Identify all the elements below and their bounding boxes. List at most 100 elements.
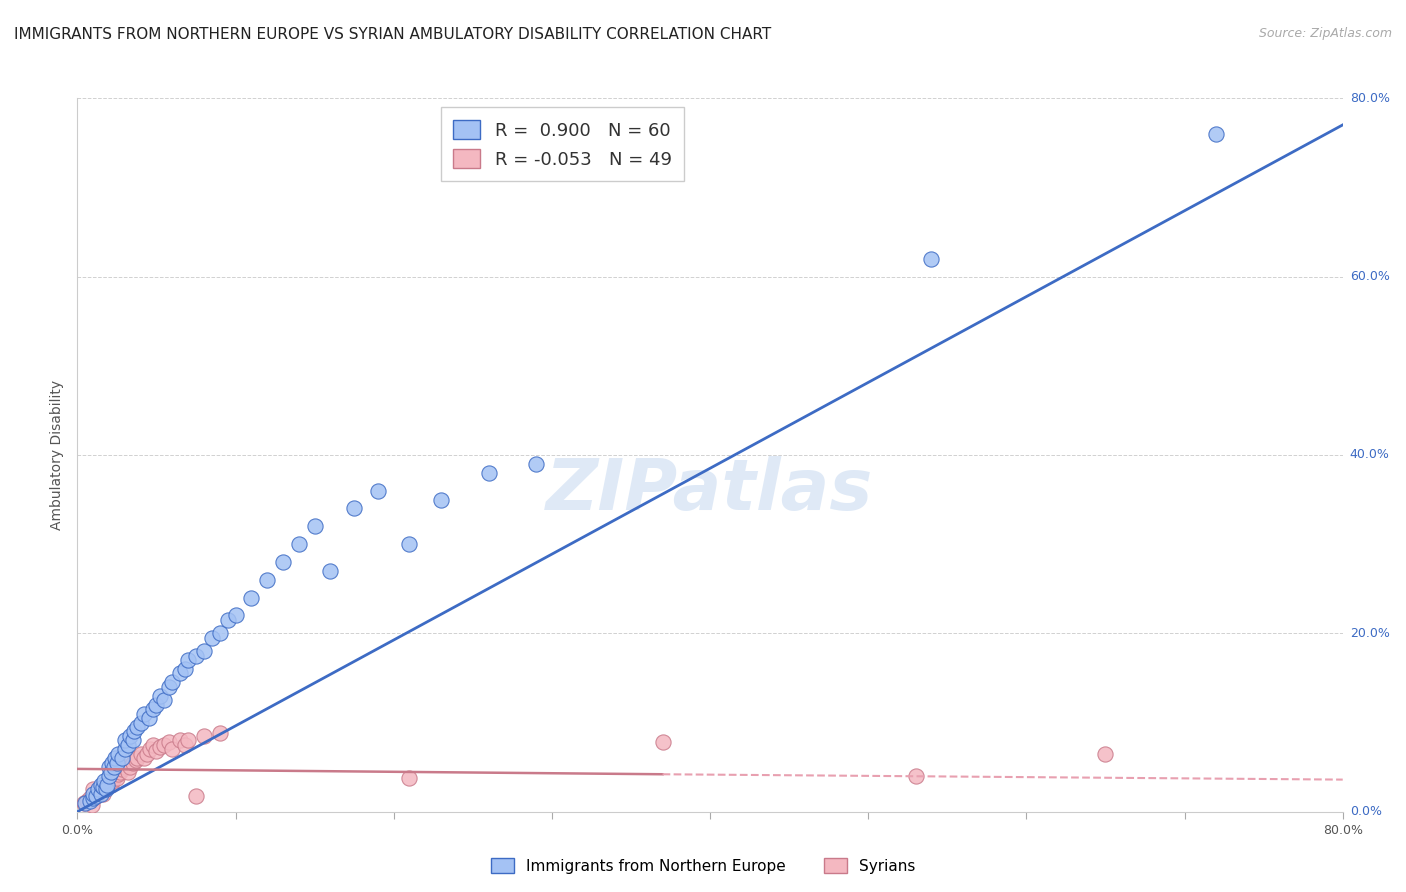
Point <box>524 457 547 471</box>
Text: ZIPatlas: ZIPatlas <box>547 456 873 525</box>
Point <box>82 791 104 805</box>
Point <box>201 631 224 645</box>
Point <box>79 794 101 808</box>
Point <box>104 769 127 783</box>
Point <box>139 742 162 756</box>
Point <box>107 767 129 781</box>
Point <box>90 778 112 792</box>
Point <box>149 740 172 755</box>
Point <box>256 573 278 587</box>
Point <box>142 702 165 716</box>
Point <box>82 791 104 805</box>
Point <box>114 760 136 774</box>
Point <box>430 492 453 507</box>
Point <box>127 751 149 765</box>
Text: Source: ZipAtlas.com: Source: ZipAtlas.com <box>1258 27 1392 40</box>
Point <box>94 778 117 792</box>
Point <box>121 733 143 747</box>
Point <box>177 733 200 747</box>
Point <box>86 789 108 803</box>
Point <box>145 744 167 758</box>
Point <box>319 564 342 578</box>
Point <box>149 689 172 703</box>
Point <box>367 483 389 498</box>
Point <box>103 760 125 774</box>
Point <box>1205 127 1227 141</box>
Point <box>135 747 157 761</box>
Point <box>96 780 118 794</box>
Point <box>104 751 127 765</box>
Point <box>80 797 103 812</box>
Point <box>107 747 129 761</box>
Point <box>118 729 141 743</box>
Text: 20.0%: 20.0% <box>1350 627 1389 640</box>
Point <box>98 769 120 783</box>
Point <box>240 591 263 605</box>
Point <box>101 756 124 770</box>
Point <box>124 724 146 739</box>
Point <box>90 782 112 797</box>
Point <box>111 762 132 776</box>
Point <box>117 764 139 779</box>
Point <box>145 698 167 712</box>
Point <box>100 764 122 779</box>
Point <box>91 787 114 801</box>
Point <box>105 771 128 785</box>
Point <box>169 733 191 747</box>
Point <box>98 760 120 774</box>
Point <box>75 796 97 810</box>
Point <box>208 726 231 740</box>
Point <box>96 778 118 792</box>
Text: 80.0%: 80.0% <box>1350 92 1389 104</box>
Point <box>157 680 180 694</box>
Point <box>117 738 139 752</box>
Point <box>304 519 326 533</box>
Point <box>651 735 673 749</box>
Point <box>121 756 143 770</box>
Point <box>89 785 111 799</box>
Point <box>129 715 152 730</box>
Point <box>184 789 207 803</box>
Point <box>217 613 239 627</box>
Point <box>162 675 183 690</box>
Point <box>138 711 160 725</box>
Point <box>82 787 104 801</box>
Point <box>114 733 136 747</box>
Text: 40.0%: 40.0% <box>1350 449 1389 461</box>
Point <box>193 729 215 743</box>
Point <box>94 782 117 797</box>
Point <box>98 776 120 790</box>
Point <box>398 771 420 785</box>
Point <box>142 738 165 752</box>
Point <box>174 662 197 676</box>
Point <box>184 648 207 663</box>
Point <box>118 760 141 774</box>
Text: IMMIGRANTS FROM NORTHERN EUROPE VS SYRIAN AMBULATORY DISABILITY CORRELATION CHAR: IMMIGRANTS FROM NORTHERN EUROPE VS SYRIA… <box>14 27 772 42</box>
Point <box>87 787 110 801</box>
Point <box>343 501 366 516</box>
Text: 0.0%: 0.0% <box>1350 805 1382 818</box>
Point <box>193 644 215 658</box>
Point <box>93 782 115 797</box>
Point <box>111 751 132 765</box>
Point <box>73 796 96 810</box>
Point <box>904 769 927 783</box>
Point <box>103 771 125 785</box>
Point <box>76 794 98 808</box>
Point <box>90 787 112 801</box>
Point <box>100 778 122 792</box>
Y-axis label: Ambulatory Disability: Ambulatory Disability <box>51 380 65 530</box>
Point <box>169 666 191 681</box>
Point <box>86 789 108 803</box>
Point <box>93 773 115 788</box>
Point <box>108 764 131 779</box>
Point <box>153 738 176 752</box>
Point <box>82 782 104 797</box>
Legend: Immigrants from Northern Europe, Syrians: Immigrants from Northern Europe, Syrians <box>485 852 921 880</box>
Point <box>157 735 180 749</box>
Point <box>921 252 943 266</box>
Point <box>225 608 247 623</box>
Point <box>208 626 231 640</box>
Point <box>132 751 155 765</box>
Point <box>153 693 176 707</box>
